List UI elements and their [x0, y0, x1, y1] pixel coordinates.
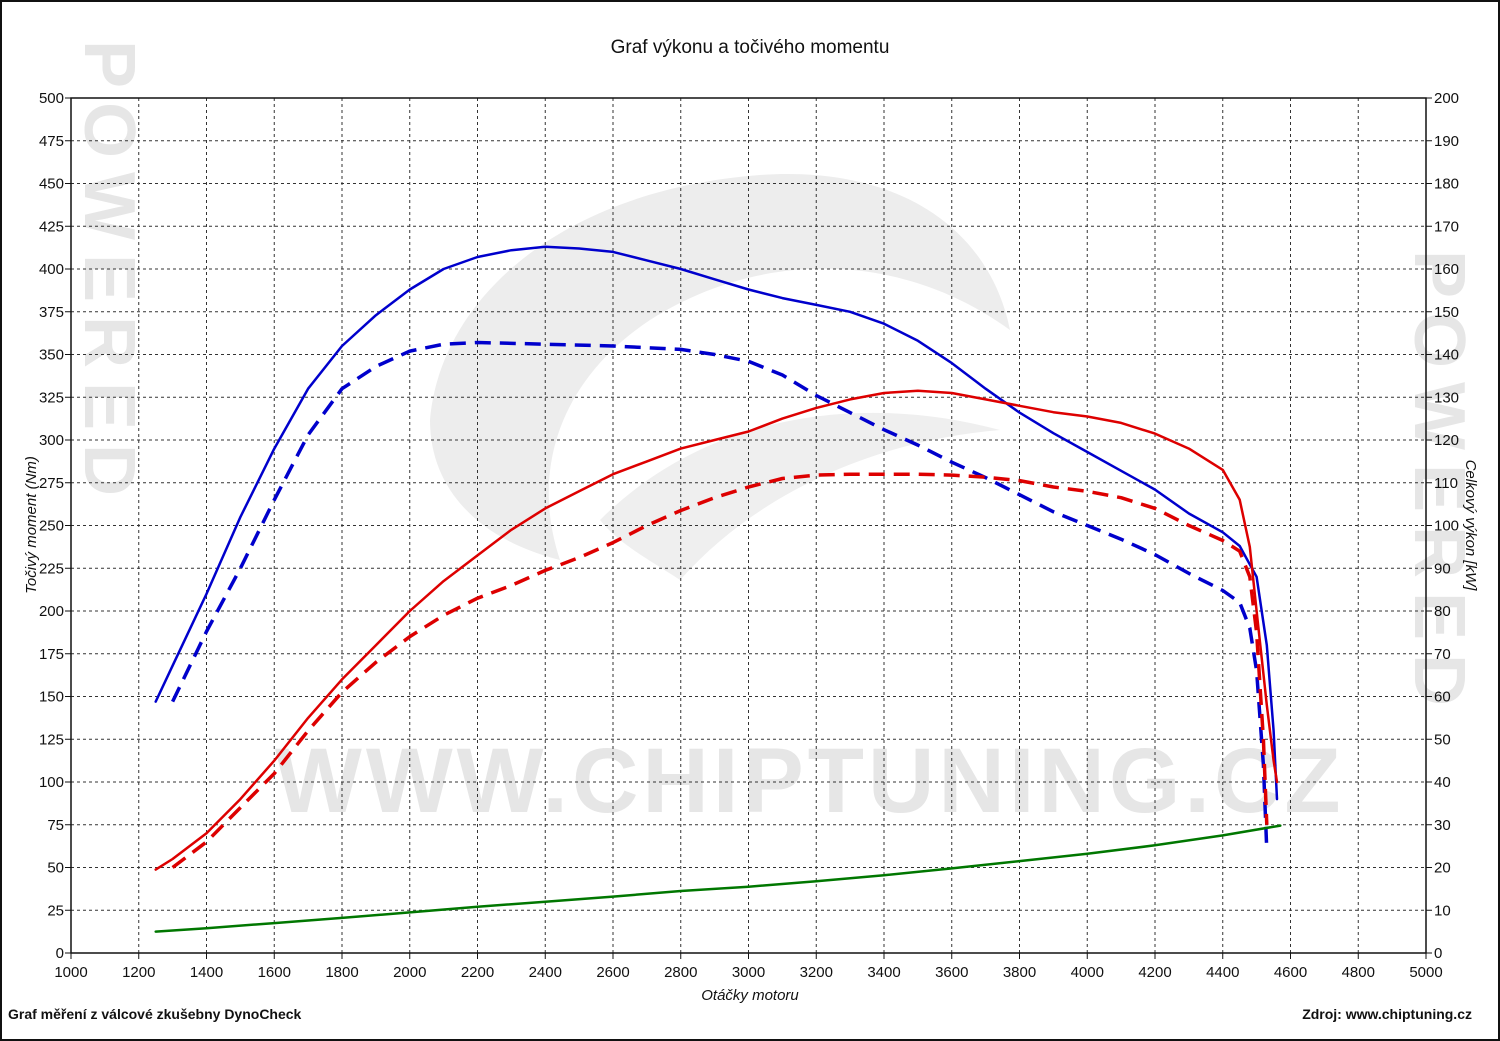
x-tick-label: 4000: [1071, 964, 1104, 981]
left-tick-label: 350: [39, 347, 64, 364]
left-tick-label: 425: [39, 218, 64, 235]
watermark-side-right: POWERED: [1399, 250, 1479, 720]
watermark: WWW.CHIPTUNING.CZ POWERED POWERED: [69, 40, 1479, 832]
right-tick-label: 140: [1434, 347, 1459, 364]
right-tick-label: 20: [1434, 860, 1451, 877]
x-tick-label: 4800: [1342, 964, 1375, 981]
x-axis-ticks: 1000 1200 1400 1600 1800 2000 2200 2400 2600 2800…: [54, 953, 1443, 981]
x-tick-label: 3000: [732, 964, 765, 981]
watermark-text: WWW.CHIPTUNING.CZ: [275, 730, 1345, 832]
footer-source-right: Zdroj: www.chiptuning.cz: [1302, 1006, 1472, 1022]
x-tick-label: 1800: [325, 964, 358, 981]
x-tick-label: 1200: [122, 964, 155, 981]
series-line-4: [171, 472, 1269, 869]
series: [154, 245, 1282, 933]
chart-title: Graf výkonu a točivého momentu: [611, 37, 890, 58]
left-tick-label: 275: [39, 475, 64, 492]
x-axis-label: Otáčky motoru: [701, 987, 799, 1004]
right-tick-label: 10: [1434, 902, 1451, 919]
x-tick-label: 3600: [935, 964, 968, 981]
right-tick-label: 40: [1434, 774, 1451, 791]
right-tick-label: 160: [1434, 261, 1459, 278]
x-tick-label: 2200: [461, 964, 494, 981]
right-tick-label: 170: [1434, 218, 1459, 235]
right-tick-label: 80: [1434, 603, 1451, 620]
x-tick-label: 3800: [1003, 964, 1036, 981]
x-tick-label: 1000: [54, 964, 87, 981]
grid: [71, 98, 1426, 953]
series-line-2: [171, 340, 1269, 851]
left-tick-label: 175: [39, 646, 64, 663]
x-tick-label: 3400: [867, 964, 900, 981]
left-axis-label: Točivý moment (Nm): [23, 456, 40, 594]
left-tick-label: 500: [39, 90, 64, 107]
left-tick-label: 100: [39, 774, 64, 791]
x-tick-label: 2400: [529, 964, 562, 981]
series-line-3: [154, 389, 1279, 871]
x-tick-label: 4400: [1206, 964, 1239, 981]
right-tick-label: 180: [1434, 176, 1459, 193]
right-tick-label: 130: [1434, 389, 1459, 406]
series-line-5: [154, 824, 1282, 933]
left-tick-label: 475: [39, 133, 64, 150]
right-tick-label: 50: [1434, 731, 1451, 748]
right-tick-label: 110: [1434, 475, 1458, 492]
right-tick-label: 30: [1434, 817, 1451, 834]
x-tick-label: 4600: [1274, 964, 1307, 981]
left-tick-label: 150: [39, 689, 64, 706]
left-tick-label: 225: [39, 560, 64, 577]
left-tick-label: 375: [39, 304, 64, 321]
x-tick-label: 1400: [190, 964, 223, 981]
x-tick-label: 1600: [258, 964, 291, 981]
right-tick-label: 150: [1434, 304, 1459, 321]
left-tick-label: 75: [47, 817, 64, 834]
footer-source-left: Graf měření z válcové zkušebny DynoCheck: [8, 1006, 302, 1022]
left-tick-label: 0: [56, 945, 64, 962]
left-tick-label: 450: [39, 176, 64, 193]
left-tick-label: 400: [39, 261, 64, 278]
x-tick-label: 3200: [800, 964, 833, 981]
x-tick-label: 2000: [393, 964, 426, 981]
left-tick-label: 300: [39, 432, 64, 449]
series-line-1: [154, 245, 1279, 801]
right-axis-ticks: 0 10 20 30 40 50 60 70 80 90 100 110 120 130 140 150 160…: [1426, 90, 1459, 962]
x-tick-label: 5000: [1409, 964, 1442, 981]
x-tick-label: 2600: [596, 964, 629, 981]
watermark-side-left: POWERED: [69, 40, 149, 510]
right-tick-label: 60: [1434, 689, 1451, 706]
watermark-logo-swoosh: [600, 412, 1000, 580]
left-tick-label: 25: [47, 902, 64, 919]
right-tick-label: 100: [1434, 518, 1459, 535]
x-tick-label: 4200: [1138, 964, 1171, 981]
x-tick-label: 2800: [664, 964, 697, 981]
right-tick-label: 90: [1434, 560, 1451, 577]
right-axis-label: Celkový výkon [kW]: [1462, 460, 1479, 592]
left-tick-label: 125: [39, 731, 64, 748]
right-tick-label: 190: [1434, 133, 1459, 150]
right-tick-label: 0: [1434, 945, 1442, 962]
watermark-logo: [430, 173, 1010, 560]
left-axis-ticks: 0 25 50 75 100 125 150 175 200 225 250 275 300 325 350…: [39, 90, 71, 962]
left-tick-label: 50: [47, 860, 64, 877]
left-tick-label: 200: [39, 603, 64, 620]
right-tick-label: 70: [1434, 646, 1451, 663]
left-tick-label: 325: [39, 389, 64, 406]
right-tick-label: 200: [1434, 90, 1459, 107]
right-tick-label: 120: [1434, 432, 1459, 449]
left-tick-label: 250: [39, 518, 64, 535]
